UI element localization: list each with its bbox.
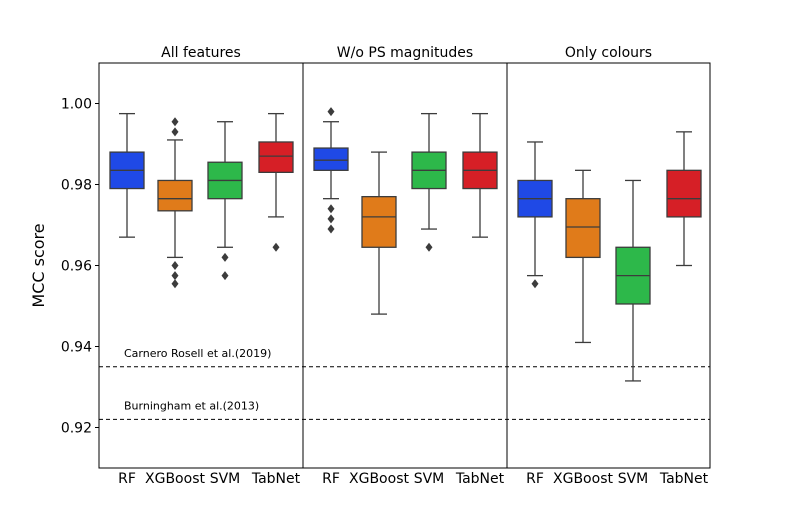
box-tabnet xyxy=(462,112,498,238)
outlier-point xyxy=(327,214,335,224)
box-svm xyxy=(411,112,447,252)
x-tick-label: TabNet xyxy=(659,471,709,487)
reference-line-label: Burningham et al.(2013) xyxy=(124,399,259,412)
box-iqr xyxy=(258,141,294,174)
outlier-point xyxy=(531,279,539,289)
y-axis-label: MCC score xyxy=(29,223,48,307)
outlier-point xyxy=(327,107,335,117)
outlier-point xyxy=(171,261,179,270)
reference-line-label: Carnero Rosell et al.(2019) xyxy=(124,347,271,360)
x-tick-label: SVM xyxy=(210,471,241,487)
x-tick-label: RF xyxy=(526,471,544,487)
panel-title: W/o PS magnitudes xyxy=(337,45,473,61)
outlier-point xyxy=(171,117,179,127)
box-iqr xyxy=(666,169,702,218)
panel-title: Only colours xyxy=(565,45,652,61)
y-tick-label: 1.00 xyxy=(61,97,92,113)
box-xgboost xyxy=(565,169,601,344)
y-tick-label: 0.96 xyxy=(61,259,92,275)
x-tick-label: RF xyxy=(118,471,136,487)
outlier-point xyxy=(327,224,335,234)
x-tick-label: RF xyxy=(322,471,340,487)
box-iqr xyxy=(361,195,397,248)
panel-title: All features xyxy=(161,45,241,61)
x-tick-label: TabNet xyxy=(251,471,301,487)
panel-frame xyxy=(506,62,711,469)
box-xgboost xyxy=(157,117,193,289)
box-iqr xyxy=(157,179,193,212)
x-tick-label: XGBoost xyxy=(349,471,409,487)
x-tick-label: XGBoost xyxy=(145,471,205,487)
box-tabnet xyxy=(666,131,702,267)
outlier-point xyxy=(171,127,179,137)
outlier-point xyxy=(221,271,229,281)
box-rf xyxy=(109,112,145,238)
outlier-point xyxy=(171,279,179,289)
box-iqr xyxy=(313,147,349,171)
box-tabnet xyxy=(258,112,294,252)
box-xgboost xyxy=(361,151,397,315)
x-tick-label: SVM xyxy=(414,471,445,487)
outlier-point xyxy=(221,252,229,262)
y-tick-label: 0.98 xyxy=(61,178,92,194)
box-rf xyxy=(517,141,553,289)
x-tick-label: SVM xyxy=(618,471,649,487)
outlier-point xyxy=(327,204,335,214)
outlier-point xyxy=(425,242,433,252)
box-rf xyxy=(313,107,349,234)
box-svm xyxy=(207,121,243,281)
box-iqr xyxy=(565,198,601,259)
box-svm xyxy=(615,179,651,382)
y-tick-label: 0.94 xyxy=(61,340,92,356)
x-tick-label: TabNet xyxy=(455,471,505,487)
outlier-point xyxy=(171,271,179,281)
panel-frame xyxy=(302,62,508,469)
outlier-point xyxy=(272,242,280,252)
x-tick-label: XGBoost xyxy=(553,471,613,487)
y-tick-label: 0.92 xyxy=(61,421,92,437)
